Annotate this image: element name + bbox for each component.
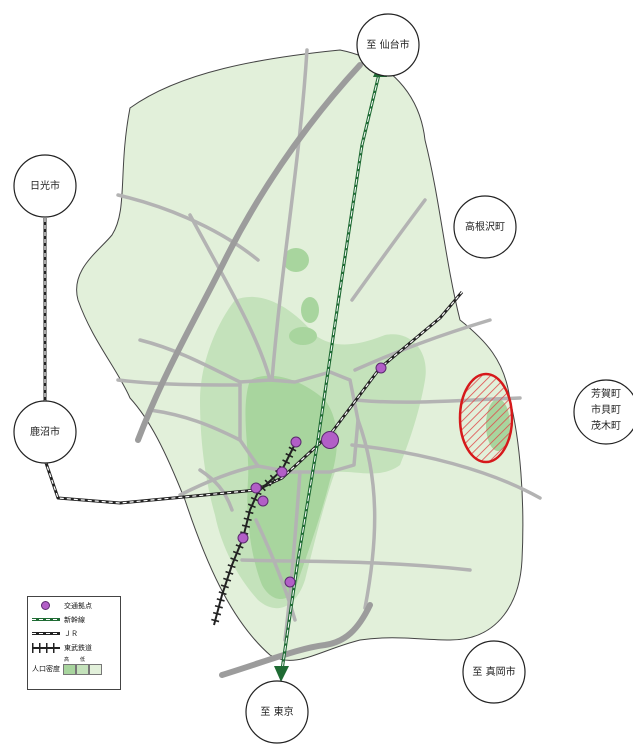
label-ichikai: 市貝町	[591, 403, 621, 416]
legend-density-high-swatch	[63, 663, 76, 675]
expressway-northwest	[135, 62, 363, 443]
legend-node-icon	[32, 601, 60, 611]
place-circle-haga	[573, 379, 633, 445]
road-radial-n1	[270, 48, 309, 382]
legend-node-label: 交通拠点	[64, 602, 92, 610]
legend-density-label: 人口密度	[32, 665, 60, 673]
place-circle-kanuma	[13, 400, 77, 464]
industrial-zone	[458, 372, 514, 464]
label-motegi: 茂木町	[591, 419, 621, 432]
legend-row-tobu: 東武鉄道	[32, 643, 92, 653]
legend-row-shinkansen: 新幹線	[32, 615, 85, 625]
road-west-link	[198, 468, 234, 512]
legend-shinkansen-icon	[32, 615, 60, 625]
transit-node	[257, 495, 269, 507]
road-radial-sw1	[138, 338, 242, 384]
legend-density-high-label: 高	[64, 656, 70, 663]
legend-row-node: 交通拠点	[32, 601, 92, 611]
road-radial-e2	[350, 443, 542, 500]
road-radial-ne1	[350, 198, 427, 302]
legend-density-mid-swatch	[76, 663, 89, 675]
place-circle-tokyo	[245, 680, 309, 744]
transit-node	[276, 466, 288, 478]
map-legend: 交通拠点 新幹線 ＪＲ 東武鉄道 高 低 人口密度	[27, 596, 121, 690]
place-circle-nikko	[13, 154, 77, 218]
transit-node	[290, 436, 302, 448]
road-radial-sw2	[178, 464, 260, 497]
road-ring	[238, 370, 360, 474]
legend-shinkansen-label: 新幹線	[64, 616, 85, 624]
road-radial-se	[356, 418, 377, 610]
density-spot-2	[289, 327, 317, 345]
transit-node	[250, 482, 262, 494]
legend-tobu-label: 東武鉄道	[64, 644, 92, 652]
transit-node	[375, 362, 387, 374]
legend-density-low-swatch	[89, 663, 102, 675]
legend-jr-icon	[32, 629, 60, 639]
label-kanuma: 鹿沼市	[30, 425, 60, 438]
transit-node-utsunomiya-station	[321, 431, 339, 449]
legend-row-jr: ＪＲ	[32, 629, 78, 639]
place-circle-sendai	[356, 13, 420, 77]
road-radial-nw	[116, 193, 260, 262]
label-sendai: 至 仙台市	[366, 38, 409, 51]
label-tokyo: 至 東京	[260, 705, 293, 718]
density-spot-north	[283, 248, 309, 272]
road-radial-w1	[116, 378, 242, 387]
transit-node	[237, 532, 249, 544]
label-haga: 芳賀町	[591, 387, 621, 400]
shinkansen-arrow-south	[274, 666, 289, 682]
shinkansen-dash	[281, 69, 381, 671]
legend-density-swatches	[63, 663, 102, 675]
legend-density-low-label: 低	[80, 656, 86, 663]
transit-node	[284, 576, 296, 588]
label-moka: 至 真岡市	[472, 665, 515, 678]
label-takanezawa: 高根沢町	[465, 220, 505, 233]
density-spot-1	[301, 297, 319, 323]
legend-row-density: 人口密度	[32, 663, 102, 675]
expressway-south	[219, 602, 373, 678]
transit-nodes	[237, 362, 387, 588]
road-south-ring	[240, 558, 472, 572]
place-circle-moka	[462, 640, 526, 704]
road-radial-n2	[188, 213, 272, 382]
legend-tobu-icon	[32, 643, 60, 653]
place-labels: 至 仙台市 日光市 高根沢町 芳賀町 市貝町 茂木町 鹿沼市 至 真岡市 至 東…	[30, 38, 621, 718]
road-radial-w2	[148, 408, 242, 442]
label-nikko: 日光市	[30, 179, 60, 192]
place-circles	[13, 13, 633, 744]
road-radial-ne2	[353, 318, 492, 372]
legend-jr-label: ＪＲ	[64, 630, 78, 638]
place-circle-takanezawa	[453, 195, 517, 259]
expressways	[135, 62, 373, 678]
road-radial-s1	[283, 470, 302, 642]
